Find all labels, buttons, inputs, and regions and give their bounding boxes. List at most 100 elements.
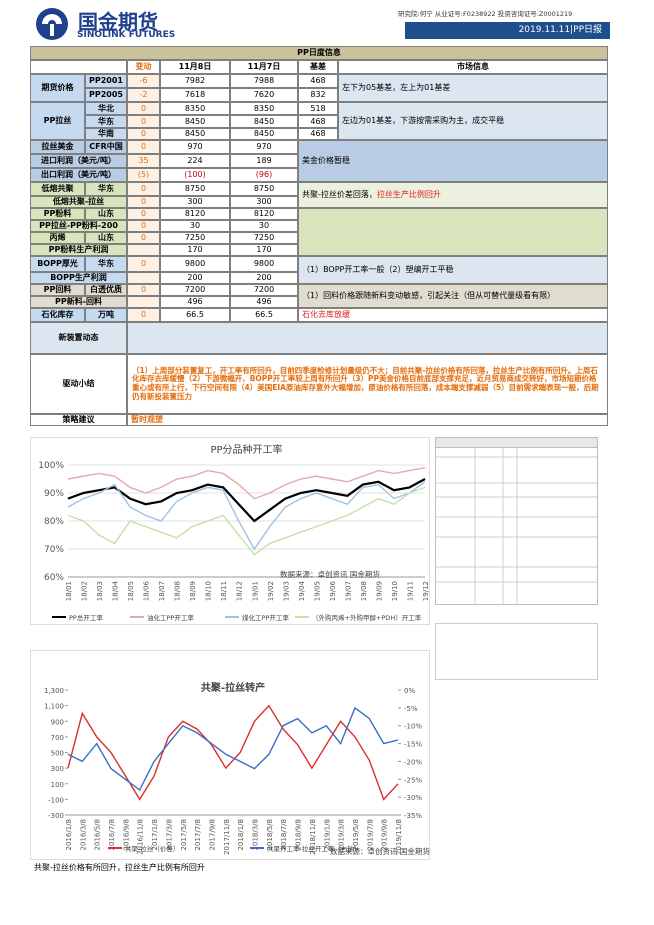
- row-item: 华东: [85, 182, 127, 196]
- y2-tick-label: -5%: [404, 705, 418, 713]
- column-header: 基差: [298, 60, 338, 74]
- row-group: 拉丝美金: [30, 140, 85, 154]
- change: (5): [127, 168, 160, 182]
- change: 35: [127, 154, 160, 168]
- change: 0: [127, 208, 160, 220]
- market-note: （1）回料价格跟随新料变动敏感，引起关注（但从可替代量级看有限）: [298, 284, 608, 308]
- change: 0: [127, 232, 160, 244]
- value-current: 8350: [160, 102, 230, 115]
- x-tick-label: 19/06: [329, 580, 337, 601]
- y2-tick-label: -25%: [404, 776, 422, 784]
- row-label: 出口利润（美元/吨）: [30, 168, 127, 182]
- x-tick-label: 2016/9/8: [122, 819, 130, 850]
- change: 0: [127, 196, 160, 208]
- x-tick-label: 2016/7/8: [108, 819, 116, 850]
- dynamics-label: 新装置动态: [30, 322, 127, 354]
- row-label: 进口利润（美元/吨）: [30, 154, 127, 168]
- logo-en: SINOLINK FUTURES: [77, 30, 176, 40]
- row-group: 丙烯: [30, 232, 85, 244]
- note-text: 左下为05基差，左上为01基差: [342, 83, 451, 93]
- x-tick-label: 18/11: [220, 581, 228, 601]
- x-tick-label: 19/02: [267, 581, 275, 601]
- x-tick-label: 2017/9/8: [208, 819, 216, 850]
- x-tick-label: 18/06: [143, 580, 151, 601]
- x-tick-label: 2017/3/8: [165, 819, 173, 850]
- x-tick-label: 2017/1/8: [151, 819, 159, 850]
- y2-tick-label: -20%: [404, 758, 422, 766]
- change: [127, 296, 160, 308]
- row-label: PP拉丝-PP粉料-200: [30, 220, 127, 232]
- value-current: 30: [160, 220, 230, 232]
- market-note-blank: [298, 208, 608, 256]
- value-current: (100): [160, 168, 230, 182]
- value-current: 8120: [160, 208, 230, 220]
- row-group: PP回料: [30, 284, 85, 296]
- x-tick-label: 19/01: [251, 581, 259, 601]
- value-previous: 8450: [230, 128, 298, 140]
- strategy-label: 策略建议: [30, 414, 127, 426]
- row-item: PP2005: [85, 88, 127, 102]
- legend-label: 共聚开工率-拉丝开工率（右轴）: [267, 844, 360, 853]
- legend-label: （外购丙烯+外购甲醇+PDH）开工率: [312, 613, 422, 622]
- x-tick-label: 2018/7/8: [280, 819, 288, 850]
- value-current: 7618: [160, 88, 230, 102]
- change: 0: [127, 256, 160, 272]
- y-tick-label: 100: [51, 781, 64, 789]
- y2-tick-label: -30%: [404, 794, 422, 802]
- value-current: 224: [160, 154, 230, 168]
- value-current: 8750: [160, 182, 230, 196]
- value-current: 496: [160, 296, 230, 308]
- row-group: 低熔共聚: [30, 182, 85, 196]
- value-current: 7250: [160, 232, 230, 244]
- note-text: 拉丝生产比例回升: [376, 190, 441, 200]
- value-current: 200: [160, 272, 230, 284]
- x-tick-label: 2019/9/8: [381, 819, 389, 850]
- value-current: 8450: [160, 128, 230, 140]
- note-text: 左边为01基差，下游按需采购为主，成交平稳: [342, 116, 505, 126]
- legend-label: PP总开工率: [69, 613, 103, 622]
- y2-tick-label: -15%: [404, 741, 422, 749]
- change: 0: [127, 284, 160, 296]
- row-item: PP2001: [85, 74, 127, 88]
- row-item: 华北: [85, 102, 127, 115]
- x-tick-label: 2018/1/8: [237, 819, 245, 850]
- row-item: 华东: [85, 256, 127, 272]
- market-note: 石化去库放缓: [298, 308, 608, 322]
- chart: 共聚-拉丝转产 -300 -100 100 300 500 700 900 1,100 1,300…: [44, 681, 430, 856]
- table-title: PP日度信息: [30, 46, 608, 60]
- date-tag: 2019.11.11|PP日报: [405, 22, 610, 39]
- row-item: 山东: [85, 232, 127, 244]
- y-tick-label: 900: [51, 718, 64, 726]
- value-current: 170: [160, 244, 230, 256]
- x-tick-label: 18/02: [81, 581, 89, 601]
- x-tick-label: 2018/9/8: [295, 819, 303, 850]
- column-header: 11月8日: [160, 60, 230, 74]
- series-line: [67, 481, 426, 551]
- value-previous: 7988: [230, 74, 298, 88]
- row-group: 期货价格: [30, 74, 85, 102]
- x-tick-label: 18/09: [189, 581, 197, 601]
- row-group: PP拉丝: [30, 102, 85, 140]
- chart: PP分品种开工率 60% 70% 80% 90% 100% 18/01 18/02 18/03 1…: [30, 437, 430, 625]
- x-tick-label: 2016/5/8: [94, 819, 102, 850]
- row-item: 白透优质: [85, 284, 127, 296]
- column-header: 11月7日: [230, 60, 298, 74]
- device-table-image: [435, 437, 598, 605]
- value-previous: (96): [230, 168, 298, 182]
- y-tick-label: 300: [51, 765, 64, 773]
- x-tick-label: 19/11: [406, 581, 414, 601]
- y-tick-label: 60%: [44, 573, 64, 583]
- y2-tick-label: -35%: [404, 812, 422, 820]
- y-tick-label: 1,300: [44, 687, 64, 695]
- market-note: 左边为01基差，下游按需采购为主，成交平稳: [338, 102, 608, 140]
- logo-icon: [36, 8, 68, 40]
- value-previous: 8120: [230, 208, 298, 220]
- legend-label: 油化工PP开工率: [147, 613, 194, 622]
- summary-label: 驱动小结: [30, 354, 127, 414]
- value-current: 7982: [160, 74, 230, 88]
- x-tick-label: 19/07: [344, 581, 352, 601]
- x-tick-label: 18/03: [96, 581, 104, 601]
- market-note: 左下为05基差，左上为01基差: [338, 74, 608, 102]
- value-previous: 8450: [230, 115, 298, 128]
- x-tick-label: 19/04: [298, 580, 306, 601]
